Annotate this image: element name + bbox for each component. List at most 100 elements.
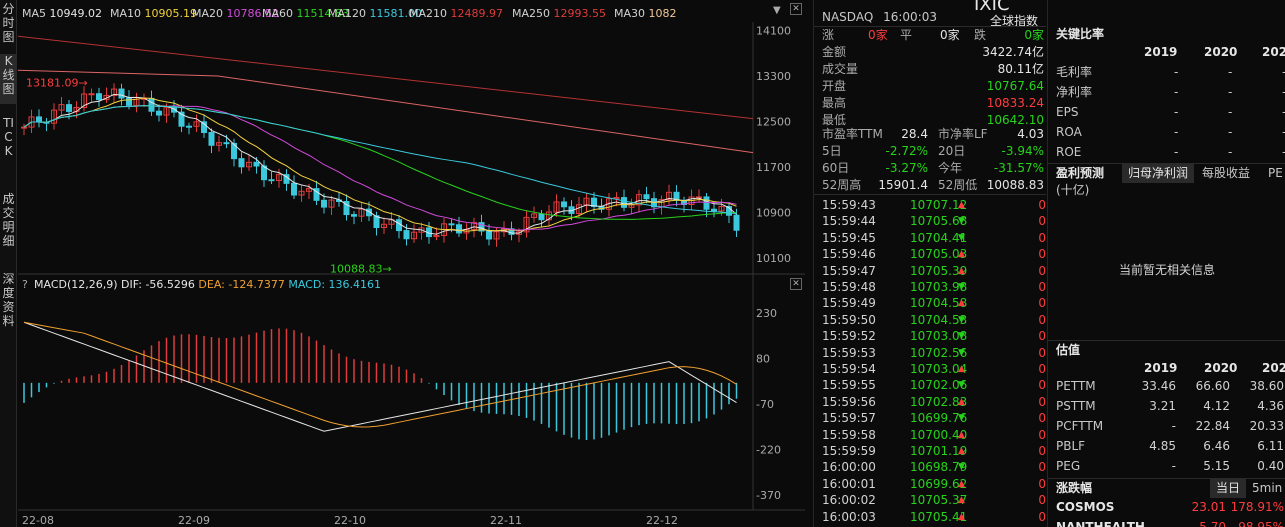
arrow-down-icon: ▼ (958, 331, 965, 342)
valuation-value: 0.40 (1257, 459, 1284, 473)
down-label: 跌 (974, 28, 987, 42)
macd-dif: -56.5296 (145, 278, 195, 291)
quote-row: 最低 10642.10 (822, 112, 1044, 129)
quote-label: 最低 (822, 113, 847, 127)
date-tick-label: 22-09 (178, 514, 210, 527)
tab-label: 深度资料 (2, 272, 15, 328)
tab-pe[interactable]: PE (1268, 166, 1283, 180)
ratio-row: 净利率 - - - (1056, 82, 1285, 102)
valuation-value: 4.85 (1149, 439, 1176, 453)
tab-5min[interactable]: 5min (1252, 481, 1283, 495)
global-index-button[interactable]: 全球指数 (990, 14, 1039, 28)
tab-depth-info[interactable]: 深度资料 (0, 272, 17, 338)
dif-line (23, 321, 737, 432)
tick-row: 15:59:43 10707.12 ▲ 0 (822, 197, 1046, 214)
candle-body (298, 190, 305, 196)
tick-volume: 0 (1038, 247, 1046, 262)
tab-kline[interactable]: K线图 (0, 54, 17, 104)
candle-body (148, 97, 155, 112)
valuation-value: 22.84 (1195, 419, 1230, 433)
valuation-value: 5.15 (1203, 459, 1230, 473)
ratio-label: ROE (1056, 145, 1082, 159)
tab-net-profit[interactable]: 归母净利润 (1122, 163, 1195, 183)
candle-body (531, 213, 537, 218)
tick-volume: 0 (1038, 378, 1046, 393)
ratio-label: EPS (1056, 105, 1079, 119)
tick-row: 16:00:02 10705.37 ▲ 0 (822, 492, 1046, 509)
stat-label: 5日 (822, 144, 842, 158)
tick-volume: 0 (1038, 444, 1046, 458)
tick-price: 10705.37 (910, 493, 968, 508)
ratio-row: EPS - - - (1056, 102, 1285, 122)
tick-row: 15:59:55 10702.06 ▼ 0 (822, 377, 1046, 394)
tick-volume: 0 (1038, 493, 1046, 508)
tab-eps[interactable]: 每股收益 (1202, 166, 1251, 180)
ratio-row: 毛利率 - - - (1056, 62, 1285, 82)
macd-header: ? MACD(12,26,9) DIF: -56.5296 DEA: -124.… (18, 277, 805, 293)
valuation-value: 33.46 (1141, 379, 1176, 393)
down-count: 0家 (1024, 28, 1044, 42)
stat-value: 15901.4 (878, 178, 928, 192)
tick-volume: 0 (1038, 476, 1046, 491)
valuation-row: PEG - 5.15 0.40 (1056, 456, 1284, 476)
stat-label: 今年 (938, 161, 963, 175)
candle-body (448, 223, 455, 226)
tick-row: 15:59:58 10700.40 ▲ 0 (822, 427, 1046, 444)
tick-row: 15:59:45 10704.41 ▼ 0 (822, 230, 1046, 247)
candle-body (358, 208, 365, 217)
ma-value: 11514.83 (296, 7, 350, 20)
tick-volume: 0 (1038, 198, 1046, 212)
kline-chart[interactable]: 14100 13300 12500 11700 10900 10100 13181.09→ 1… (18, 0, 805, 527)
close-icon[interactable]: ✕ (790, 3, 802, 15)
exchange-label: NASDAQ (822, 10, 874, 24)
tick-time: 15:59:57 (822, 411, 876, 426)
candle-body (403, 230, 410, 240)
help-icon[interactable]: ? (22, 278, 28, 291)
quote-value: 10642.10 (986, 113, 1044, 127)
up-label: 涨 (822, 28, 835, 42)
candle-body (666, 191, 672, 201)
valuation-value: 4.12 (1203, 399, 1230, 413)
candle-body (276, 174, 282, 181)
tick-price: 10705.39 (910, 263, 968, 278)
ma-value: 12993.55 (553, 7, 607, 20)
valuation-value: 3.21 (1149, 399, 1176, 413)
candle-body (208, 132, 215, 146)
candle-body (621, 197, 627, 208)
tick-row: 16:00:03 10705.41 ▲ 0 (822, 509, 1046, 526)
candle-body (216, 142, 222, 146)
candle-body (58, 104, 65, 111)
quote-value: 10833.24 (986, 96, 1044, 110)
mover-row[interactable]: COSMOS 23.01 178.91% (1056, 497, 1284, 517)
close-icon[interactable]: ✕ (790, 278, 802, 290)
candle-body (36, 116, 42, 123)
tab-tick[interactable]: TICK (0, 116, 17, 182)
tick-row: 16:00:01 10699.62 ▲ 0 (822, 476, 1046, 493)
legend-dropdown-icon[interactable]: ▼ (773, 5, 781, 16)
tab-today[interactable]: 当日 (1210, 478, 1247, 498)
ma-line (18, 35, 754, 120)
quote-label: 开盘 (822, 79, 847, 93)
quote-panel: NASDAQ 16:00:03 IXIC 全球指数 涨 0家 平 0家 跌 0家… (813, 0, 1046, 527)
tick-volume: 0 (1038, 460, 1046, 475)
mover-row[interactable]: NANTHEALTH 5.70 98.95% (1056, 517, 1284, 527)
tab-label: K线图 (2, 54, 15, 96)
mover-name: NANTHEALTH (1056, 520, 1145, 527)
mover-pct: 178.91% (1230, 500, 1284, 514)
candle-body (508, 228, 515, 235)
arrow-down-icon: ▼ (958, 232, 965, 243)
year-col: 2020 (1204, 361, 1238, 375)
tick-volume: 0 (1038, 509, 1046, 524)
movers-title: 涨跌幅 (1056, 481, 1093, 495)
ma-name: MA20 (192, 7, 224, 20)
ratio-value: - (1228, 85, 1233, 99)
tick-time: 15:59:46 (822, 247, 876, 262)
tab-label: 成交明细 (2, 192, 15, 248)
candle-body (201, 121, 207, 134)
arrow-down-icon: ▼ (958, 413, 965, 424)
ratio-row: ROE - - - (1056, 142, 1285, 162)
tab-trade-detail[interactable]: 成交明细 (0, 192, 17, 258)
tick-volume: 0 (1038, 280, 1046, 294)
tab-intraday[interactable]: 分时图 (0, 2, 17, 44)
price-tick-label: 11700 (756, 161, 791, 174)
